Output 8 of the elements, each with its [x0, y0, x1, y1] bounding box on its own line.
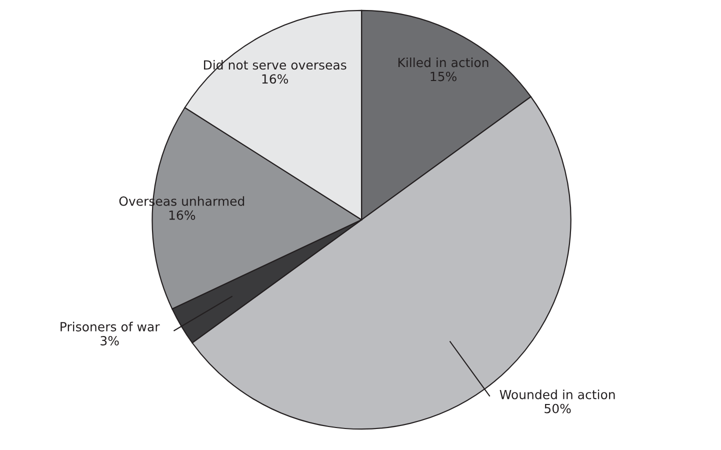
slice-label: Prisoners of war [60, 322, 160, 332]
data-label: 16% [262, 74, 288, 84]
slice-label: Wounded in action [500, 390, 615, 400]
data-label: 16% [169, 210, 196, 220]
data-label: 15% [430, 72, 456, 82]
data-label: 50% [544, 404, 571, 414]
data-label: 3% [100, 336, 119, 346]
slice-label: Killed in action [398, 58, 488, 68]
